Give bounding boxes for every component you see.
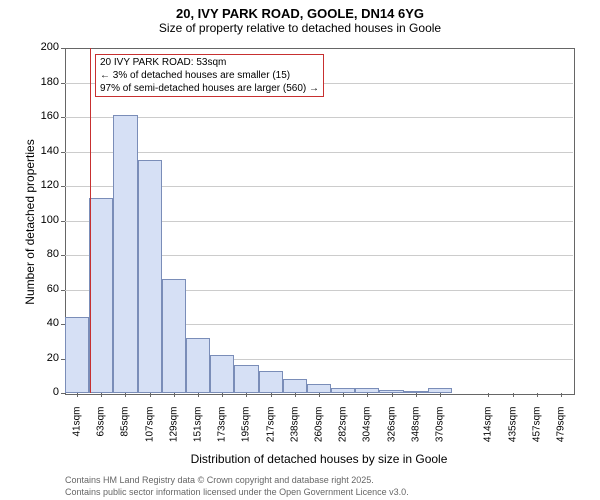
x-tick-label: 479sqm (555, 407, 566, 457)
x-tick (513, 393, 514, 397)
attribution-line2: Contains public sector information licen… (65, 487, 409, 499)
y-tick-label: 180 (31, 76, 59, 88)
x-tick (125, 393, 126, 397)
histogram-bar (162, 279, 186, 393)
histogram-bar (138, 160, 162, 393)
x-tick-label: 260sqm (314, 407, 325, 457)
y-tick-label: 20 (31, 352, 59, 364)
x-tick-label: 238sqm (289, 407, 300, 457)
histogram-bar (113, 115, 137, 393)
attribution: Contains HM Land Registry data © Crown c… (65, 475, 409, 498)
x-tick (392, 393, 393, 397)
x-tick (367, 393, 368, 397)
x-tick-label: 85sqm (120, 407, 131, 457)
x-tick (440, 393, 441, 397)
x-tick-label: 457sqm (531, 407, 542, 457)
y-tick-label: 160 (31, 110, 59, 122)
x-tick-label: 195sqm (241, 407, 252, 457)
chart-title-main: 20, IVY PARK ROAD, GOOLE, DN14 6YG (0, 0, 600, 21)
y-tick-label: 60 (31, 283, 59, 295)
histogram-bar (283, 379, 307, 393)
reference-line (90, 48, 91, 393)
y-tick-label: 140 (31, 145, 59, 157)
y-tick-label: 100 (31, 214, 59, 226)
x-tick-label: 435sqm (507, 407, 518, 457)
x-tick-label: 217sqm (265, 407, 276, 457)
histogram-bar (210, 355, 234, 393)
gridline (65, 117, 573, 118)
x-tick-label: 107sqm (144, 407, 155, 457)
y-tick (61, 117, 65, 118)
chart-title-sub: Size of property relative to detached ho… (0, 21, 600, 39)
x-tick-label: 282sqm (338, 407, 349, 457)
gridline (65, 83, 573, 84)
x-tick-label: 129sqm (168, 407, 179, 457)
histogram-bar (186, 338, 210, 393)
x-tick-label: 151sqm (193, 407, 204, 457)
x-tick (488, 393, 489, 397)
x-tick-label: 370sqm (434, 407, 445, 457)
x-tick (101, 393, 102, 397)
y-tick (61, 152, 65, 153)
attribution-line1: Contains HM Land Registry data © Crown c… (65, 475, 409, 487)
x-tick (271, 393, 272, 397)
x-tick-label: 173sqm (217, 407, 228, 457)
x-tick (319, 393, 320, 397)
y-tick (61, 186, 65, 187)
x-tick (198, 393, 199, 397)
x-tick (246, 393, 247, 397)
y-tick (61, 83, 65, 84)
histogram-bar (307, 384, 331, 393)
y-tick-label: 0 (31, 386, 59, 398)
x-tick (222, 393, 223, 397)
x-tick-label: 41sqm (72, 407, 83, 457)
x-tick (416, 393, 417, 397)
y-tick (61, 255, 65, 256)
y-tick-label: 40 (31, 317, 59, 329)
x-tick (295, 393, 296, 397)
histogram-bar (65, 317, 89, 393)
y-tick (61, 290, 65, 291)
y-tick-label: 120 (31, 179, 59, 191)
histogram-bar (259, 371, 283, 393)
y-tick (61, 48, 65, 49)
y-tick-label: 200 (31, 41, 59, 53)
x-tick (174, 393, 175, 397)
x-tick (77, 393, 78, 397)
histogram-bar (234, 365, 258, 393)
x-tick-label: 348sqm (410, 407, 421, 457)
histogram-bar (89, 198, 113, 393)
y-tick (61, 221, 65, 222)
x-tick (537, 393, 538, 397)
x-tick-label: 414sqm (483, 407, 494, 457)
y-tick-label: 80 (31, 248, 59, 260)
x-tick (561, 393, 562, 397)
y-tick (61, 393, 65, 394)
x-tick-label: 63sqm (96, 407, 107, 457)
x-tick (150, 393, 151, 397)
x-tick (343, 393, 344, 397)
chart-container: 20, IVY PARK ROAD, GOOLE, DN14 6YG Size … (0, 0, 600, 500)
gridline (65, 152, 573, 153)
x-tick-label: 304sqm (362, 407, 373, 457)
x-tick-label: 326sqm (386, 407, 397, 457)
